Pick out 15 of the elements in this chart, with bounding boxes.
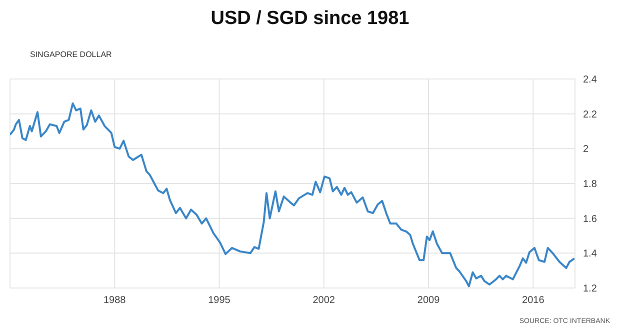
y-axis-title: SINGAPORE DOLLAR (30, 50, 112, 59)
y-tick-label: 2.2 (583, 109, 598, 120)
x-tick-label: 2002 (312, 295, 336, 306)
y-tick-label: 2 (583, 144, 589, 156)
x-tick-label: 1988 (104, 295, 126, 306)
y-tick-label: 1.4 (583, 248, 598, 260)
x-tick-label: 2009 (417, 295, 440, 306)
y-tick-label: 1.8 (583, 179, 598, 190)
line-series (10, 102, 575, 288)
x-tick-label: 1995 (208, 295, 231, 306)
y-tick-label: 2.4 (583, 74, 598, 86)
y-tick-label: 1.6 (583, 214, 598, 225)
y-tick-label: 1.2 (583, 284, 598, 295)
chart-title: USD / SGD since 1981 (210, 8, 410, 30)
x-tick-label: 2016 (522, 295, 545, 306)
